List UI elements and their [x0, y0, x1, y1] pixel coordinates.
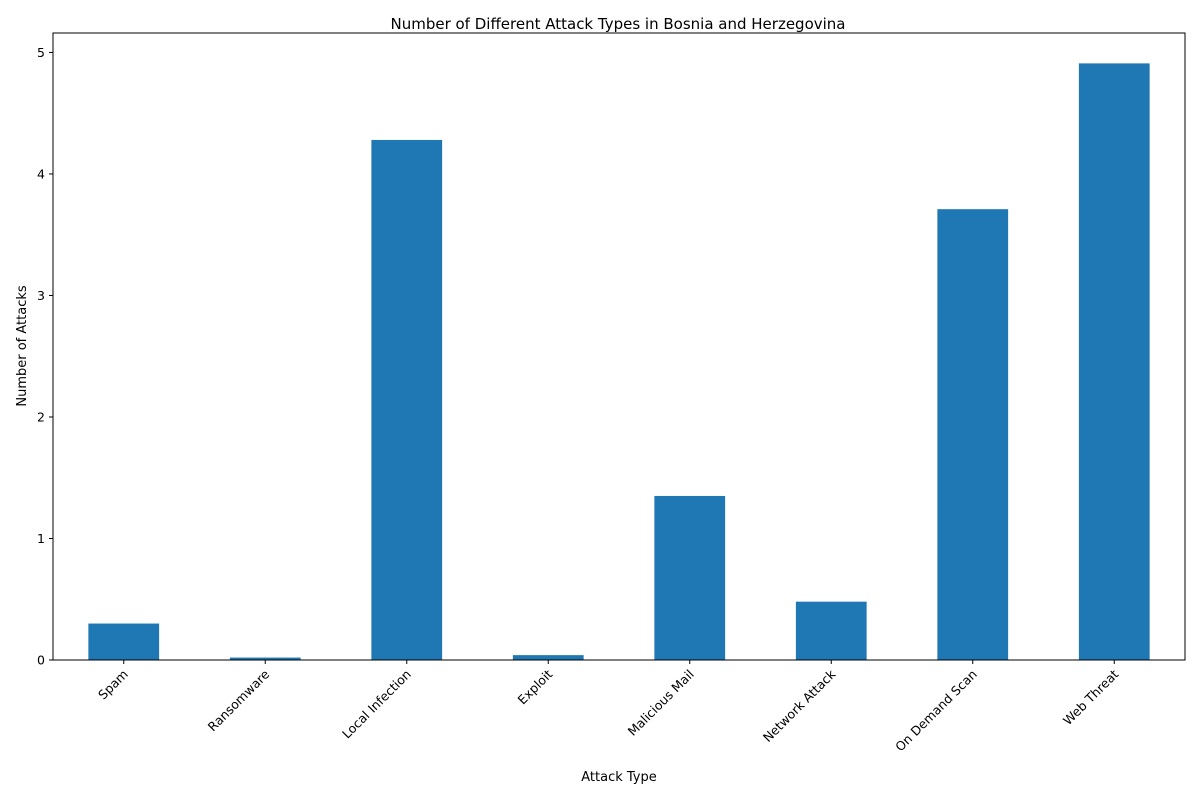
- y-tick-label: 0: [37, 653, 45, 668]
- bar-web-threat: [1078, 63, 1150, 660]
- bar-exploit: [512, 655, 584, 660]
- bar-network-attack: [795, 601, 867, 660]
- y-tick-label: 5: [37, 45, 45, 60]
- x-tick-label: Local Infection: [339, 667, 414, 742]
- x-axis: Spam Ransomware Local Infection Exploit Mali…: [95, 660, 1121, 754]
- x-axis-label: Attack Type: [581, 770, 657, 785]
- bar-ransomware: [229, 657, 301, 660]
- bar-on-demand-scan: [937, 209, 1009, 660]
- bar-spam: [88, 623, 160, 660]
- bar-local-infection: [371, 139, 443, 660]
- bars-group: [88, 63, 1150, 660]
- y-tick-label: 3: [37, 288, 45, 303]
- x-tick-label: Web Threat: [1060, 666, 1122, 728]
- y-axis: 0 1 2 3 4 5: [37, 45, 53, 668]
- y-tick-label: 4: [37, 166, 45, 181]
- y-tick-label: 2: [37, 409, 45, 424]
- y-axis-label: Number of Attacks: [15, 285, 30, 407]
- bar-malicious-mail: [654, 495, 726, 660]
- x-tick-label: Network Attack: [760, 666, 839, 745]
- x-tick-label: Ransomware: [205, 666, 273, 734]
- plot-frame: [52, 32, 1186, 661]
- y-tick-label: 1: [37, 531, 45, 546]
- x-tick-label: Malicious Mail: [625, 667, 697, 739]
- x-tick-label: On Demand Scan: [892, 667, 980, 755]
- chart-title: Number of Different Attack Types in Bosn…: [390, 15, 845, 33]
- x-tick-label: Exploit: [515, 666, 556, 707]
- x-tick-label: Spam: [95, 667, 131, 703]
